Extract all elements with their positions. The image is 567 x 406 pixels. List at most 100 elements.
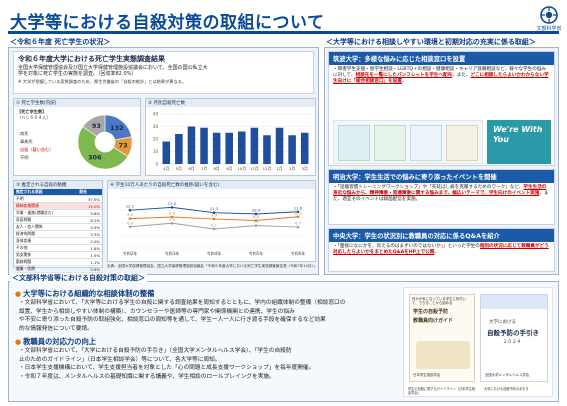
motive-row: 家庭問題 6.2% <box>14 216 102 224</box>
chuo-title: 中央大学：学生の状況別に教職員の対応に係るQ&Aを紹介 <box>329 229 554 242</box>
motive-rate: 0.9% <box>77 265 102 273</box>
motive-cause: 勤務問題 <box>14 258 78 266</box>
bar-6 <box>238 131 246 164</box>
org-system-heading-text: 大学等における組織的な相談体制の整備 <box>23 289 155 298</box>
pie-label-0: 132 <box>110 124 124 132</box>
motive-row: 勤務問題 1.1% <box>14 258 102 266</box>
monthly-bar-chart: 40 30 20 10 0 4月 5月 6月 7月 8月 9月 10月 11月 12月 1月 2月 3月 <box>153 112 311 171</box>
mext-logo: 文部科学省 <box>536 6 562 32</box>
survey-title: 令和６年度大学における死亡学生実態調査結果 <box>18 55 165 63</box>
prevention-book-title: 自殺予防の手引き <box>487 329 539 337</box>
source-note: 出典：全国大学保健管理協会、国立大学保健管理施設協議会「令和６年度大学における死… <box>107 264 316 268</box>
meiji-text-b: 学生生活の身近な悩みから、精神障害・発達障害に関する悩みまで、幅広いテーマで、学… <box>333 185 547 197</box>
legend-illness: 病死 <box>20 131 29 136</box>
bar-0 <box>162 141 171 164</box>
pamphlet-page-1 <box>338 125 370 161</box>
series-1-point-2 <box>212 217 216 221</box>
guideline-illustration <box>416 341 470 369</box>
chuo-text-c: 。 <box>434 250 439 256</box>
series-2-point-0 <box>128 225 132 229</box>
death-breakdown-box: ① 死亡学生数(内訳) 【死亡学生数】 （ｎ＝６０４人） 病死 事故死 自殺（疑… <box>13 98 141 176</box>
motive-header-rate: 割合 <box>77 189 102 196</box>
tsukuba-body: ・障害学生支援・留学生相談・LGBTQ＋の相談・健康相談・キャリア就職相談など、… <box>329 65 554 88</box>
motive-cause: 家庭問題 <box>14 216 78 224</box>
org-system-line-1: ・文部科学省において、「大学等における学生の自殺に関する調査結果を周知するととも… <box>19 300 346 306</box>
series-2-label-1: 7.9 <box>169 217 176 222</box>
series-1-label-0: 9.4 <box>127 212 134 217</box>
legend-accident: 事故死 <box>20 139 33 144</box>
right-section-title: ＜大学等における相談しやすい環境と初期対応の充実に係る取組＞ <box>326 38 536 46</box>
org-system-line-3: や不安に寄り添った自殺予防の取組強化、相談窓口の周知等を通して、学生一人一人に行… <box>19 317 326 324</box>
line-xtick-0: 令和2年 <box>123 250 138 256</box>
guideline-book-cover: 何かが気になっている学生に気付いて、できることから始める 学生の自殺予防 教職員… <box>409 294 475 382</box>
tsukuba-text-d: どこに相談したらよいかわからない学生向けに「総合相談窓口」を設置 <box>333 73 549 85</box>
motive-cause: 友人・恋人関係 <box>14 223 78 231</box>
pie-label-2: 306 <box>88 154 102 162</box>
survey-line-1: 全国大学保健管理協会及び国立大学保健管理施設協議会において、全国の国公私立大 <box>18 65 208 71</box>
bar-ytick-1: 30 <box>153 124 159 129</box>
bar-5 <box>225 132 233 164</box>
motive-rate: 1.5% <box>77 251 102 259</box>
series-2-label-3: 7.2 <box>253 219 260 224</box>
bar-xtick-8: 12月 <box>263 166 272 171</box>
series-2-label-0: 6.8 <box>127 220 134 225</box>
bar-2 <box>187 126 196 164</box>
motive-rate: 1.1% <box>77 258 102 266</box>
motive-rate: 37.5% <box>77 195 102 203</box>
bar-ytick-3: 10 <box>153 149 159 154</box>
survey-note: ※ 大学が把握している実態調査のため、厚生労働省の「自殺の統計」とは結果が異なる… <box>18 78 187 84</box>
bar-xtick-5: 9月 <box>226 166 232 171</box>
series-1-point-1 <box>170 215 174 219</box>
mext-logo-icon <box>540 6 558 24</box>
motive-row: 学業・進路(就職含む) 9.8% <box>14 209 102 217</box>
motive-rate: 6.2% <box>77 216 102 224</box>
series-0-label-2: 11.3 <box>210 206 219 211</box>
guideline-book-line-2: 教職員向けガイド <box>413 318 454 325</box>
tsukuba-text-e: 。 <box>401 79 407 85</box>
bar-3 <box>200 127 208 164</box>
org-system-text: ・文部科学省において、「大学等における学生の自殺に関する調査結果を周知するととも… <box>19 299 399 333</box>
series-0-point-2 <box>212 211 216 214</box>
series-0-point-1 <box>170 206 174 209</box>
meiji-text-a: ・「話聴習慣トレーニングワークショップ」や「先延ばし癖を克服するためのワーク」な… <box>333 185 524 190</box>
logo-text: 文部科学省 <box>536 26 562 32</box>
series-2-label-4: 6.7 <box>295 221 302 226</box>
series-2-point-3 <box>254 224 258 227</box>
trend-title: ④ 学生10万人あたりの自殺死亡数の推移(疑いを含む) <box>108 181 315 189</box>
monthly-suicide-title: ② 月別自殺死亡数 <box>146 99 315 107</box>
pie-label-1: 73 <box>119 142 128 150</box>
heading-bullet-icon: ● <box>15 338 22 346</box>
chuo-case: 中央大学：学生の状況別に教職員の対応に係るQ&Aを紹介 ・「面接になにかを、伝え… <box>328 228 555 272</box>
legend-suicide: 自殺（疑い含む） <box>20 147 54 152</box>
motive-cause: その他 <box>14 244 78 252</box>
trend-box: ④ 学生10万人あたりの自殺死亡数の推移(疑いを含む) 令和2年 令和3年 令和4年… <box>107 180 316 262</box>
meiji-case: 明治大学：学生生活での悩みに寄り添ったイベントを開催 ・「話聴習慣トレーニングワ… <box>328 169 555 225</box>
org-system-line-2: 設置、学生から相談しやすい体制の構築）、カウンセラーや医師等の専門家や関係機関と… <box>19 308 295 315</box>
staff-skills-heading-text: 教職員の対応力の向上 <box>23 337 97 346</box>
meiji-title: 明治大学：学生生活での悩みに寄り添ったイベントを開催 <box>329 170 554 183</box>
prevention-book-year: ２０２４ <box>503 340 521 345</box>
book-caption-1: 学生の自殺に関するガイドライン（日本学生相談学会） <box>408 387 475 395</box>
pamphlet-page-3 <box>410 125 442 161</box>
line-xtick-3: 令和5年 <box>249 250 264 256</box>
bar-xtick-10: 2月 <box>289 166 295 171</box>
survey-summary: 令和６年度大学における死亡学生実態調査結果 全国大学保健管理協会及び国立大学保健… <box>13 51 314 94</box>
motive-row: 不明 37.5% <box>14 195 102 203</box>
bar-xtick-11: 3月 <box>302 166 308 171</box>
total-value: （ｎ＝６０４人） <box>17 115 51 120</box>
bar-xtick-3: 7月 <box>201 166 207 171</box>
pamphlet-pages-image <box>333 120 483 164</box>
pamphlet-page-2 <box>374 125 406 161</box>
series-1-point-3 <box>254 219 258 222</box>
total-label: 【死亡学生数】 <box>17 109 47 114</box>
mext-initiatives-panel: ● 大学等における組織的な相談体制の整備 ・文部科学省において、「大学等における学… <box>8 281 559 402</box>
bar-10 <box>288 135 296 164</box>
series-0-point-0 <box>128 208 132 212</box>
bar-xtick-7: 11月 <box>250 166 259 171</box>
initiatives-panel: 筑波大学：多様な悩みに応じた相談窓口を設置 ・障害学生支援・留学生相談・LGBT… <box>324 47 559 275</box>
series-1-label-4: 10.0 <box>294 210 303 215</box>
prevention-book-cover: 大学における 自殺予防の手引き ２０２４ 全国大学メンタルヘルス学会 <box>480 294 548 382</box>
motive-cause: 学業・進路(就職含む) <box>14 209 78 217</box>
meiji-body: ・「話聴習慣トレーニングワークショップ」や「先延ばし癖を克服するためのワーク」な… <box>329 183 554 206</box>
motive-header-row: 推定される原因 割合 <box>14 189 102 196</box>
